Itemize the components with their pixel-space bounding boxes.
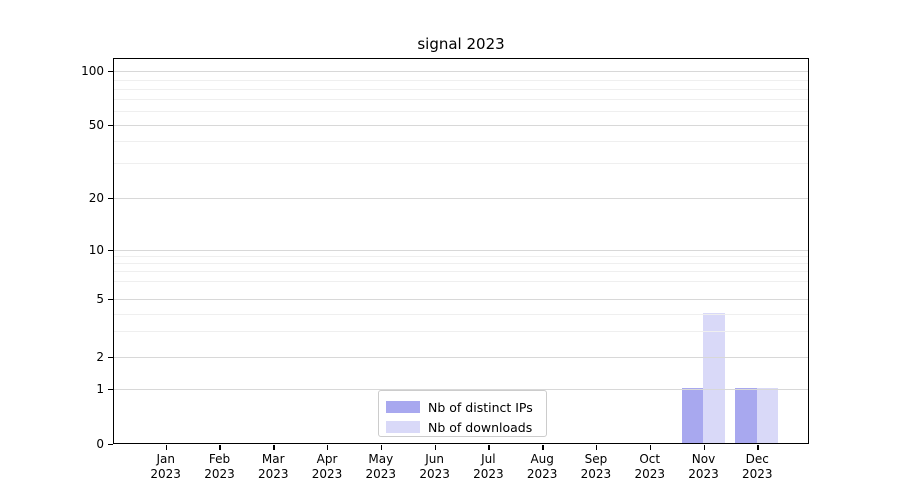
y-gridline-major — [114, 249, 808, 251]
plot-area — [113, 58, 809, 444]
y-gridline-minor — [114, 255, 808, 257]
y-gridline-minor — [114, 79, 808, 81]
x-tick-mark — [542, 445, 544, 450]
y-tick-mark — [108, 444, 113, 446]
y-tick-label: 0 — [96, 437, 104, 451]
x-tick-label: Nov 2023 — [688, 452, 719, 481]
y-gridline-major — [114, 298, 808, 300]
y-gridline-major — [114, 388, 808, 390]
y-tick-label: 50 — [88, 118, 104, 132]
legend-swatch-downloads — [386, 421, 420, 433]
x-tick-mark — [219, 445, 221, 450]
y-tick-mark — [108, 125, 113, 127]
x-tick-label: Jun 2023 — [419, 452, 450, 481]
x-tick-mark — [488, 445, 490, 450]
x-tick-label: Dec 2023 — [741, 452, 773, 481]
y-gridline-minor — [114, 88, 808, 90]
x-tick-label: Apr 2023 — [311, 452, 343, 481]
y-tick-mark — [108, 357, 113, 359]
y-tick-mark — [108, 198, 113, 200]
x-tick-label: Oct 2023 — [634, 452, 665, 481]
y-gridline-minor — [114, 330, 808, 332]
x-tick-mark — [273, 445, 275, 450]
y-tick-label: 5 — [96, 292, 104, 306]
legend-item-downloads: Nb of downloads — [379, 417, 546, 437]
y-gridline-major — [114, 356, 808, 358]
y-gridline-minor — [114, 110, 808, 112]
y-gridline-minor — [114, 280, 808, 282]
legend-label-downloads: Nb of downloads — [428, 419, 533, 435]
y-tick-mark — [108, 389, 113, 391]
y-tick-label: 10 — [88, 243, 104, 257]
chart-title: signal 2023 — [417, 35, 505, 53]
y-gridline-minor — [114, 262, 808, 264]
x-tick-label: Jul 2023 — [473, 452, 504, 481]
y-gridline-major — [114, 197, 808, 199]
y-tick-mark — [108, 299, 113, 301]
y-tick-mark — [108, 71, 113, 73]
x-tick-mark — [165, 445, 168, 450]
y-tick-label: 100 — [81, 64, 104, 78]
x-tick-mark — [703, 445, 705, 450]
bar-downloads — [703, 313, 725, 443]
x-tick-mark — [327, 445, 329, 450]
legend-item-distinct-ips: Nb of distinct IPs — [379, 397, 546, 417]
legend-label-distinct-ips: Nb of distinct IPs — [428, 399, 533, 415]
y-gridline-major — [114, 124, 808, 126]
x-tick-mark — [595, 445, 598, 450]
x-tick-mark — [649, 445, 652, 450]
legend: Nb of distinct IPs Nb of downloads — [378, 390, 547, 437]
y-gridline-minor — [114, 270, 808, 272]
y-gridline-minor — [114, 140, 808, 142]
y-gridline-major — [114, 70, 808, 72]
x-tick-label: Sep 2023 — [580, 452, 612, 481]
legend-swatch-distinct-ips — [386, 401, 420, 413]
y-tick-label: 20 — [88, 191, 104, 205]
bar-downloads — [756, 388, 779, 443]
x-tick-label: Mar 2023 — [257, 452, 289, 481]
y-tick-mark — [108, 250, 113, 252]
x-tick-mark — [380, 445, 383, 450]
x-tick-label: Aug 2023 — [526, 452, 558, 481]
bar-distinct-ips — [735, 388, 757, 443]
y-tick-label: 1 — [96, 382, 104, 396]
x-tick-mark — [757, 445, 759, 450]
bar-distinct-ips — [681, 388, 703, 443]
y-gridline-minor — [114, 98, 808, 100]
y-gridline-minor — [114, 162, 808, 164]
x-tick-label: May 2023 — [365, 452, 397, 481]
x-tick-label: Jan 2023 — [150, 452, 181, 481]
y-gridline-minor — [114, 313, 808, 315]
x-tick-label: Feb 2023 — [204, 452, 235, 481]
y-tick-label: 2 — [96, 350, 104, 364]
x-tick-mark — [434, 445, 436, 450]
